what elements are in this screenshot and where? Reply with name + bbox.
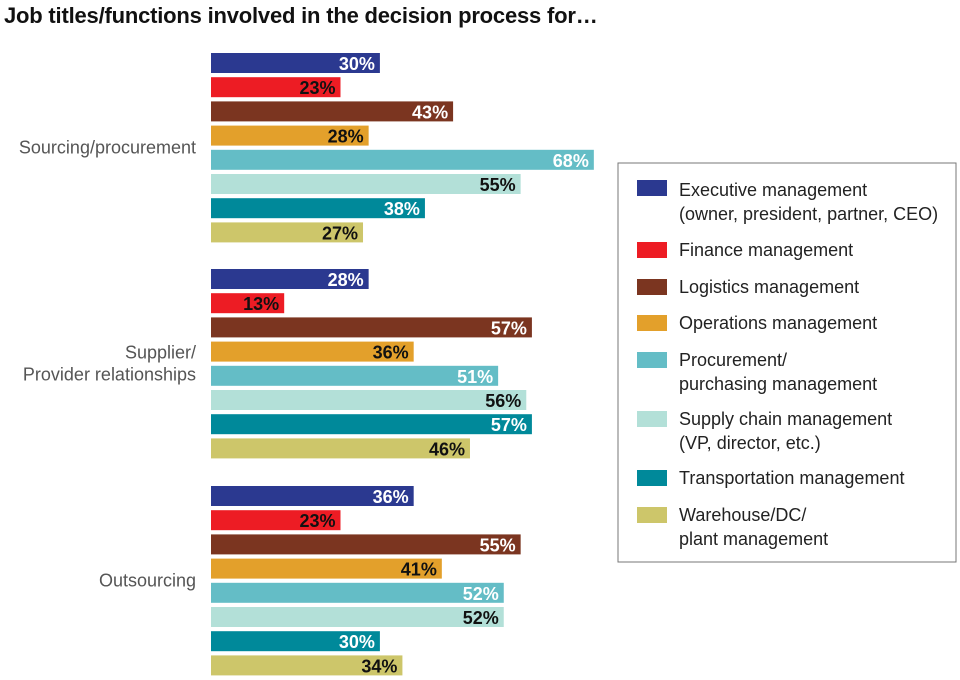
legend-label: Transportation management: [679, 468, 904, 488]
data-label: 27%: [322, 223, 358, 243]
data-label: 41%: [401, 560, 437, 580]
bar: [211, 486, 414, 506]
bar: [211, 607, 504, 627]
bar: [211, 631, 380, 652]
bar: [211, 269, 369, 289]
data-label: 28%: [328, 270, 364, 290]
legend-box: [617, 162, 957, 563]
category-label: Sourcing/procurement: [19, 138, 196, 158]
data-label: 51%: [457, 367, 493, 387]
bar: [211, 293, 285, 314]
legend-swatch: [637, 242, 667, 258]
data-label: 28%: [328, 127, 364, 147]
data-label: 30%: [339, 54, 375, 74]
bar: [211, 390, 527, 410]
legend-label-line2: (owner, president, partner, CEO): [679, 204, 938, 224]
bar: [211, 534, 521, 555]
data-label: 52%: [463, 584, 499, 604]
legend-swatch: [637, 315, 667, 331]
data-label: 55%: [480, 175, 516, 195]
data-label: 55%: [480, 535, 516, 555]
data-label: 30%: [339, 632, 375, 652]
category-label: Outsourcing: [99, 571, 196, 591]
bar: [211, 198, 425, 219]
data-label: 68%: [553, 151, 589, 171]
bar: [211, 53, 380, 73]
legend-swatch: [637, 279, 667, 295]
bar: [211, 365, 499, 386]
data-label: 57%: [491, 415, 527, 435]
bar: [211, 101, 454, 122]
data-label: 23%: [299, 511, 335, 531]
data-label: 34%: [361, 656, 397, 676]
legend-label: Procurement/: [679, 350, 787, 370]
legend-label: Operations management: [679, 313, 877, 333]
legend-label: Finance management: [679, 240, 853, 260]
bar: [211, 438, 470, 459]
legend-swatch: [637, 411, 667, 427]
legend-label: Supply chain management: [679, 409, 892, 429]
data-label: 56%: [485, 391, 521, 411]
data-label: 23%: [299, 78, 335, 98]
legend-swatch: [637, 180, 667, 196]
bar: [211, 582, 504, 603]
category-label: Provider relationships: [23, 365, 196, 385]
legend-label-line2: (VP, director, etc.): [679, 433, 821, 453]
data-label: 38%: [384, 199, 420, 219]
bar: [211, 77, 341, 98]
bar: [211, 510, 341, 531]
legend-label-line2: purchasing management: [679, 374, 877, 394]
bar: [211, 222, 364, 243]
category-label: Supplier/: [125, 343, 196, 363]
bar: [211, 341, 414, 362]
bar: [211, 174, 521, 194]
legend-label-line2: plant management: [679, 529, 828, 549]
data-label: 36%: [373, 487, 409, 507]
bar: [211, 125, 369, 146]
data-label: 43%: [412, 102, 448, 122]
data-label: 52%: [463, 608, 499, 628]
bar: [211, 558, 442, 579]
data-label: 57%: [491, 318, 527, 338]
data-label: 13%: [243, 294, 279, 314]
data-label: 46%: [429, 439, 465, 459]
legend-swatch: [637, 507, 667, 523]
bar: [211, 655, 403, 676]
legend-swatch: [637, 352, 667, 368]
legend-swatch: [637, 470, 667, 486]
data-label: 36%: [373, 343, 409, 363]
legend-label: Warehouse/DC/: [679, 505, 806, 525]
chart-title: Job titles/functions involved in the dec…: [4, 3, 598, 28]
bar: [211, 149, 594, 170]
bar: [211, 317, 532, 338]
legend-label: Logistics management: [679, 277, 859, 297]
legend-label: Executive management: [679, 180, 867, 200]
bar: [211, 414, 532, 435]
